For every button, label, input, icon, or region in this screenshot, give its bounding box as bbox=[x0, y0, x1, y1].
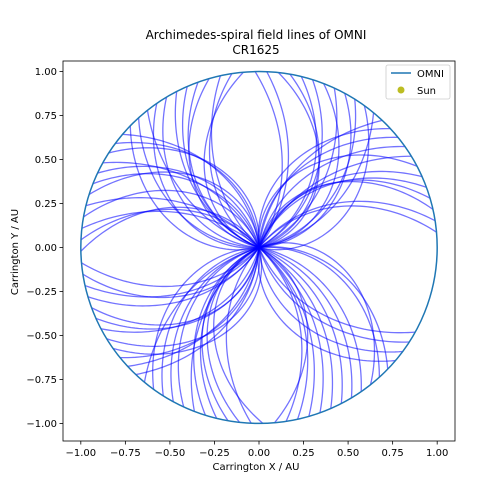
y-tick-label: 0.00 bbox=[35, 243, 57, 254]
x-tick-label: −0.75 bbox=[110, 448, 141, 459]
y-tick-label: 0.50 bbox=[35, 155, 57, 166]
x-tick-label: 1.00 bbox=[426, 448, 448, 459]
y-axis-label: Carrington Y / AU bbox=[10, 209, 21, 295]
legend-omni-label: OMNI bbox=[417, 69, 444, 80]
y-tick-label: 0.25 bbox=[35, 199, 57, 210]
y-tick-label: −1.00 bbox=[26, 419, 57, 430]
y-tick-label: 1.00 bbox=[35, 67, 57, 78]
x-tick-label: 0.75 bbox=[382, 448, 404, 459]
x-axis-label: Carrington X / AU bbox=[213, 462, 300, 473]
x-tick-label: −1.00 bbox=[65, 448, 96, 459]
y-tick-label: −0.50 bbox=[26, 331, 57, 342]
x-tick-label: 0.00 bbox=[248, 448, 270, 459]
legend-sun-marker-icon bbox=[398, 87, 405, 94]
y-tick-label: 0.75 bbox=[35, 111, 57, 122]
chart-title-line2: CR1625 bbox=[232, 43, 279, 57]
x-tick-label: −0.50 bbox=[155, 448, 186, 459]
x-tick-label: 0.50 bbox=[337, 448, 359, 459]
chart-title-line1: Archimedes-spiral field lines of OMNI bbox=[146, 28, 367, 42]
x-tick-label: −0.25 bbox=[199, 448, 230, 459]
x-tick-label: 0.25 bbox=[292, 448, 314, 459]
legend-sun-label: Sun bbox=[417, 86, 436, 97]
y-tick-label: −0.25 bbox=[26, 287, 57, 298]
y-tick-label: −0.75 bbox=[26, 375, 57, 386]
legend: OMNI Sun bbox=[386, 65, 450, 99]
